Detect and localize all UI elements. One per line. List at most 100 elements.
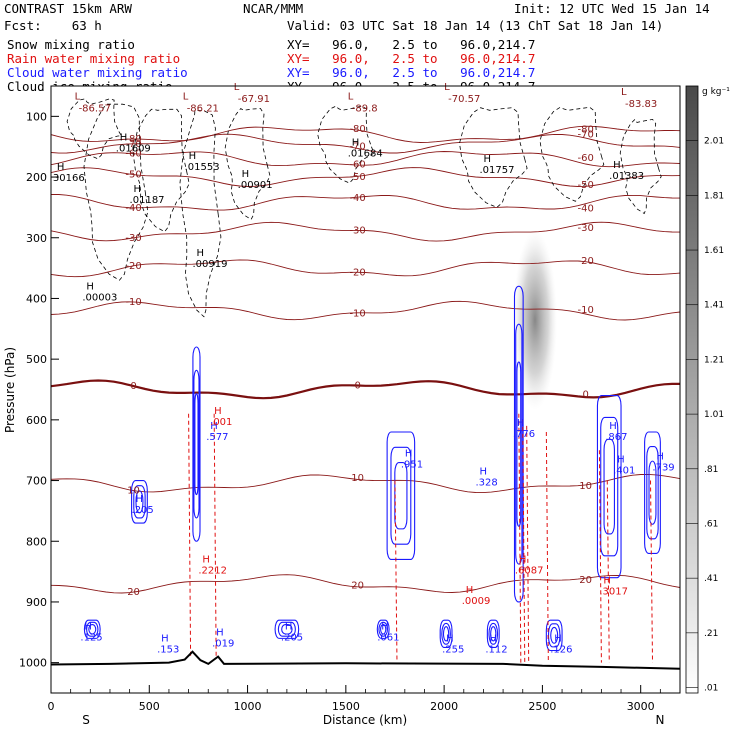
isotherm-label: -30 [125, 233, 141, 244]
ice-maximum-marker: H [189, 151, 197, 162]
cloud-water-maximum-marker: H [285, 621, 293, 632]
x-tick-label: 2000 [430, 700, 458, 713]
cloud-water-maximum-marker: H [517, 418, 525, 429]
ice-contour [179, 109, 222, 318]
isotherm-label: 20 [579, 575, 592, 586]
isotherm-label: -70 [125, 139, 141, 150]
y-tick-label: 400 [26, 292, 47, 305]
x-tick-label: 3000 [627, 700, 655, 713]
rain-contour [545, 431, 549, 663]
plot-area [51, 86, 680, 693]
field-label-snow: Snow mixing ratio [7, 37, 135, 52]
isotherm-label: -20 [349, 267, 365, 278]
ice-maximum-marker: H [86, 281, 94, 292]
ice-maximum-label: .01553 [185, 162, 220, 173]
cloud-water-contour [386, 431, 416, 561]
cloud-water-maximum-label: .019 [212, 638, 234, 649]
ice-maximum-marker: H [196, 248, 204, 259]
cloud-water-maximum-label: .153 [157, 644, 179, 655]
isotherm-label: -30 [349, 225, 365, 236]
isotherm-label: -10 [577, 305, 593, 316]
ice-maximum-label: .01187 [130, 195, 165, 206]
rain-maximum-label: .0009 [462, 596, 491, 607]
cloud-water-maximum-label: .867 [605, 432, 627, 443]
isotherm [51, 151, 680, 168]
cloud-water-contour [378, 621, 388, 637]
cloud-water-maximum-marker: H [216, 627, 224, 638]
cloud-water-maximum-label: .739 [652, 462, 674, 473]
colorbar-tick-label: 1.61 [704, 246, 724, 256]
cloud-water-contour [490, 626, 497, 642]
cloud-water-maximum-marker: H [381, 621, 389, 632]
isotherm [51, 221, 680, 242]
cloud-water-contour [648, 460, 657, 525]
cloud-water-contour [439, 619, 453, 649]
temperature-minimum-marker: L [75, 91, 81, 102]
ice-maximum-marker: H [613, 160, 621, 171]
cloud-water-contour [88, 623, 97, 635]
cloud-water-contour [545, 619, 563, 652]
field-xy-rain: XY= 96.0, 2.5 to 96.0,214.7 [287, 51, 536, 66]
field-label-cloud-water: Cloud water mixing ratio [7, 65, 188, 80]
isotherm-label: 10 [351, 473, 364, 484]
x-tick-label: 0 [48, 700, 55, 713]
colorbar-tick-label: 1.41 [704, 301, 724, 311]
colorbar-tick-label: .81 [704, 465, 718, 475]
ice-contour [224, 107, 271, 221]
x-axis-title: Distance (km) [323, 713, 407, 727]
isotherm [51, 133, 680, 154]
rain-contour [522, 419, 526, 663]
ice-maximum-marker: H [120, 133, 128, 144]
y-tick-label: 900 [26, 596, 47, 609]
x-right-label: N [656, 713, 665, 727]
valid-time: Valid: 03 UTC Sat 18 Jan 14 (13 ChT Sat … [287, 18, 664, 33]
temperature-minimum-label: -67.91 [238, 94, 270, 105]
isotherm [51, 167, 680, 187]
ice-contour [83, 103, 149, 281]
title-left: CONTRAST 15km ARW [4, 1, 132, 16]
cloud-water-maximum-label: .125 [80, 632, 102, 643]
cloud-water-maximum-marker: H [609, 421, 617, 432]
cloud-water-contour [131, 479, 148, 524]
ice-maximum-marker: H [134, 184, 142, 195]
cloud-water-contour [515, 323, 523, 565]
temperature-minimum-label: -89.8 [352, 103, 378, 114]
cloud-water-contour [390, 446, 412, 545]
cloud-water-contour [194, 393, 199, 496]
x-left-label: S [82, 713, 90, 727]
isotherm-label: -40 [125, 203, 141, 214]
cloud-water-maximum-marker: H [446, 633, 454, 644]
isotherm [51, 259, 680, 278]
cloud-water-maximum-marker: H [489, 633, 497, 644]
temperature-minimum-label: -86.57 [79, 103, 111, 114]
ice-maximum-marker: H [242, 169, 250, 180]
cloud-water-contour [192, 346, 201, 542]
isotherm-label: 20 [351, 581, 364, 592]
isotherm-label: -70 [349, 141, 365, 152]
isotherm-label: 0 [354, 380, 360, 391]
colorbar-tick-label: .01 [704, 684, 718, 694]
init-time: Init: 12 UTC Wed 15 Jan 14 [514, 1, 710, 16]
field-xy-snow: XY= 96.0, 2.5 to 96.0,214.7 [287, 37, 536, 52]
isotherm-label: -60 [349, 159, 365, 170]
y-tick-label: 700 [26, 475, 47, 488]
isotherm [51, 379, 680, 400]
y-tick-label: 100 [26, 110, 47, 123]
cloud-water-contour [596, 395, 622, 579]
temperature-minimum-label: -70.57 [448, 94, 480, 105]
temperature-minimum-marker: L [348, 91, 354, 102]
x-tick-label: 1500 [332, 700, 360, 713]
rain-contour [394, 480, 398, 663]
rain-contour [650, 480, 654, 663]
ice-contour [317, 105, 375, 184]
cloud-water-maximum-label: .401 [613, 465, 635, 476]
colorbar-tick-label: .61 [704, 519, 718, 529]
isotherm-label: -50 [349, 172, 365, 183]
temperature-minimum-marker: L [183, 91, 189, 102]
cloud-water-contour [133, 485, 146, 519]
title-center: NCAR/MMM [243, 1, 304, 16]
cloud-water-contour [193, 369, 200, 519]
isotherm [51, 574, 680, 594]
temperature-minimum-label: -86.21 [187, 103, 219, 114]
